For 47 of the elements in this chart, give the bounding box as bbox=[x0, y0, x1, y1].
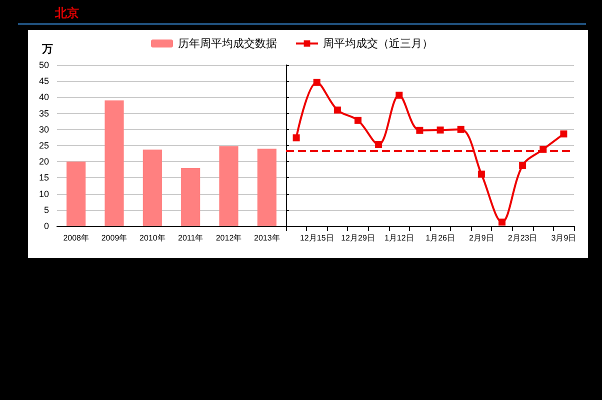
point bbox=[457, 126, 464, 133]
legend-label: 周平均成交（近三月） bbox=[323, 37, 433, 50]
point bbox=[375, 141, 382, 148]
x-tick-label: 12月29日 bbox=[341, 234, 375, 242]
x-tick-label: 12月15日 bbox=[300, 234, 334, 242]
bar bbox=[257, 148, 276, 226]
y-tick-label: 30 bbox=[38, 124, 49, 134]
y-tick-label: 40 bbox=[38, 92, 49, 102]
y-tick-label: 0 bbox=[44, 221, 49, 231]
y-tick-label: 20 bbox=[38, 156, 49, 167]
x-tick-label: 2010年 bbox=[140, 234, 166, 242]
x-tick-label: 1月12日 bbox=[384, 234, 414, 242]
point bbox=[334, 106, 341, 114]
y-tick-label: 50 bbox=[38, 60, 49, 70]
point bbox=[478, 170, 485, 178]
point bbox=[436, 126, 444, 134]
y-tick-label: 15 bbox=[38, 172, 49, 183]
y-tick-label: 25 bbox=[38, 140, 49, 150]
point bbox=[292, 134, 300, 142]
point bbox=[498, 218, 506, 226]
y-tick-label: 45 bbox=[38, 76, 49, 86]
bar bbox=[219, 146, 238, 226]
x-tick-label: 2月9日 bbox=[468, 234, 494, 242]
x-tick-label: 2009年 bbox=[101, 234, 128, 242]
point bbox=[396, 92, 403, 99]
point bbox=[519, 162, 526, 169]
x-tick-label: 2013年 bbox=[254, 234, 280, 242]
chart-title: 北京 bbox=[55, 5, 79, 22]
bar bbox=[181, 168, 200, 226]
point bbox=[354, 116, 362, 124]
x-tick-label: 2012年 bbox=[216, 234, 242, 242]
bar bbox=[66, 162, 86, 226]
x-tick-label: 3月9日 bbox=[551, 234, 576, 242]
point bbox=[560, 130, 568, 138]
x-tick-label: 2011年 bbox=[178, 234, 204, 242]
x-tick-label: 2008年 bbox=[63, 234, 89, 242]
y-tick-label: 5 bbox=[44, 204, 49, 215]
bar bbox=[104, 100, 124, 226]
y-axis-title: 万 bbox=[41, 44, 53, 56]
point bbox=[416, 126, 424, 134]
y-tick-label: 10 bbox=[38, 188, 49, 199]
bar bbox=[142, 150, 162, 226]
x-tick-label: 2月23日 bbox=[508, 234, 538, 242]
legend-label: 历年周平均成交数据 bbox=[178, 37, 277, 50]
y-tick-label: 35 bbox=[38, 108, 49, 118]
x-tick-label: 1月26日 bbox=[426, 234, 455, 242]
point bbox=[313, 78, 320, 86]
